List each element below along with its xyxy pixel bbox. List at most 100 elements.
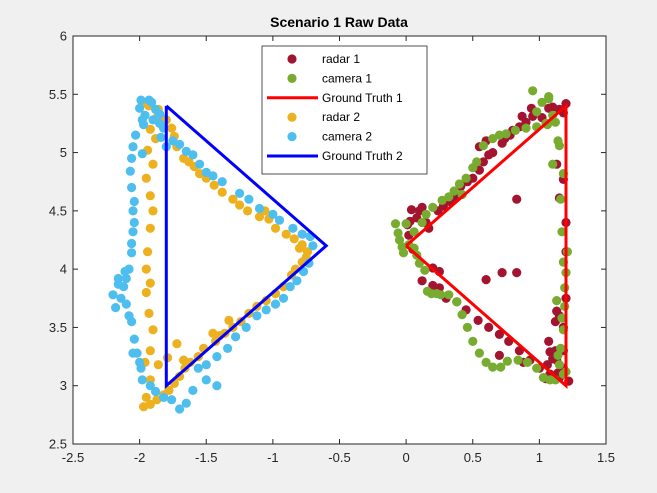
point-camera-2-41 xyxy=(212,352,222,362)
point-camera-2-64 xyxy=(128,227,138,237)
point-camera-2-45 xyxy=(181,398,191,408)
point-camera-2-47 xyxy=(167,395,177,405)
legend-entry-ground-truth-2: Ground Truth 2 xyxy=(267,149,403,163)
point-camera-2-35 xyxy=(270,299,281,309)
point-camera-2-53 xyxy=(135,357,145,367)
point-camera-2-60 xyxy=(121,273,131,284)
point-camera-1-27 xyxy=(532,363,542,373)
point-radar-2-18 xyxy=(254,212,265,222)
point-radar-2-74 xyxy=(179,355,189,365)
x-tick-label: 0.5 xyxy=(464,450,482,465)
point-radar-2-53 xyxy=(148,325,158,335)
point-radar-2-54 xyxy=(144,308,154,318)
point-camera-1-17 xyxy=(457,310,467,320)
point-radar-1-44 xyxy=(417,276,427,286)
point-radar-1-29 xyxy=(561,99,571,109)
point-camera-1-15 xyxy=(444,290,454,300)
point-radar-2-55 xyxy=(141,287,151,298)
series-radar-2 xyxy=(137,99,313,412)
point-radar-1-73 xyxy=(544,336,554,346)
legend-entry-camera-1: camera 1 xyxy=(287,71,372,85)
point-camera-2-79 xyxy=(111,303,121,313)
legend: radar 1 camera 1 Ground Truth 1 radar 2 came… xyxy=(261,45,428,175)
point-radar-1-52 xyxy=(494,329,504,339)
point-camera-2-70 xyxy=(127,153,137,163)
point-camera-2-14 xyxy=(175,139,185,149)
point-camera-2-83 xyxy=(201,375,211,385)
legend-entry-ground-truth-1: Ground Truth 1 xyxy=(267,91,403,105)
point-radar-2-71 xyxy=(153,360,163,370)
point-camera-2-71 xyxy=(128,142,138,152)
point-radar-2-61 xyxy=(145,191,155,201)
point-camera-1-73 xyxy=(553,136,563,146)
point-camera-1-74 xyxy=(548,159,558,169)
point-camera-1-33 xyxy=(554,360,565,370)
point-radar-1-15 xyxy=(468,173,478,183)
plot-area xyxy=(108,86,574,414)
point-camera-2-57 xyxy=(124,311,134,321)
point-camera-1-60 xyxy=(468,163,478,173)
point-camera-2-67 xyxy=(129,196,139,207)
point-camera-1-68 xyxy=(417,217,427,228)
point-radar-2-14 xyxy=(217,187,227,197)
chart-title: Scenario 1 Raw Data xyxy=(270,14,408,30)
point-camera-2-39 xyxy=(231,332,241,342)
point-camera-1-71 xyxy=(544,94,554,104)
legend-marker-swatch xyxy=(287,54,297,64)
point-camera-2-21 xyxy=(235,188,245,198)
point-camera-2-22 xyxy=(244,194,254,204)
point-camera-1-62 xyxy=(454,179,464,189)
point-camera-1-25 xyxy=(513,355,523,365)
point-camera-2-50 xyxy=(145,381,155,391)
y-tick-label: 5 xyxy=(60,145,67,160)
point-camera-2-7 xyxy=(155,109,165,119)
point-camera-2-32 xyxy=(292,276,302,286)
point-camera-2-80 xyxy=(113,273,123,284)
x-tick-label: -2.5 xyxy=(62,450,84,465)
point-camera-1-61 xyxy=(461,173,471,183)
point-camera-2-81 xyxy=(120,266,130,277)
y-tick-label: 4.5 xyxy=(49,203,67,218)
point-camera-2-49 xyxy=(151,386,161,397)
point-radar-2-76 xyxy=(224,315,234,325)
point-camera-1-66 xyxy=(428,202,438,212)
series-camera-2 xyxy=(108,95,318,414)
axes-ticks: -2.5 -2 -1.5 -1 -0.5 0 0.5 1 1.5 2.5 3 3.5 4 4.5 5 5.5 6 xyxy=(49,29,615,466)
legend-entry-camera-2: camera 2 xyxy=(287,130,372,144)
point-radar-1-64 xyxy=(494,350,504,360)
point-camera-1-5 xyxy=(401,219,411,229)
point-camera-1-16 xyxy=(452,297,462,307)
point-radar-1-37 xyxy=(512,194,522,204)
y-tick-label: 6 xyxy=(60,29,67,44)
point-camera-1-10 xyxy=(420,265,430,275)
point-camera-1-14 xyxy=(436,290,446,300)
point-camera-2-66 xyxy=(128,206,138,216)
point-camera-1-19 xyxy=(468,336,478,346)
point-camera-1-18 xyxy=(462,322,472,332)
legend-marker-swatch xyxy=(287,112,297,122)
point-camera-2-68 xyxy=(127,182,137,193)
point-camera-2-40 xyxy=(223,343,233,353)
point-camera-1-47 xyxy=(550,117,561,127)
point-camera-2-24 xyxy=(268,209,278,219)
point-radar-1-19 xyxy=(488,148,498,158)
point-camera-1-22 xyxy=(488,362,498,372)
x-tick-label: -0.5 xyxy=(328,450,350,465)
point-camera-2-72 xyxy=(131,130,141,140)
point-camera-2-34 xyxy=(278,293,289,303)
point-camera-2-19 xyxy=(208,171,218,181)
point-camera-2-29 xyxy=(308,241,318,251)
point-camera-2-78 xyxy=(108,290,118,300)
legend-label: camera 1 xyxy=(322,71,372,85)
point-camera-2-16 xyxy=(188,150,198,160)
point-radar-2-49 xyxy=(141,392,151,402)
point-radar-1-32 xyxy=(517,111,527,121)
point-radar-1-75 xyxy=(497,268,507,278)
point-radar-2-13 xyxy=(209,180,219,190)
point-radar-1-71 xyxy=(552,306,562,316)
point-camera-2-75 xyxy=(137,149,147,159)
point-camera-1-20 xyxy=(474,348,484,358)
point-camera-2-1 xyxy=(135,103,145,113)
point-camera-2-65 xyxy=(129,217,139,228)
point-camera-2-73 xyxy=(137,115,147,125)
